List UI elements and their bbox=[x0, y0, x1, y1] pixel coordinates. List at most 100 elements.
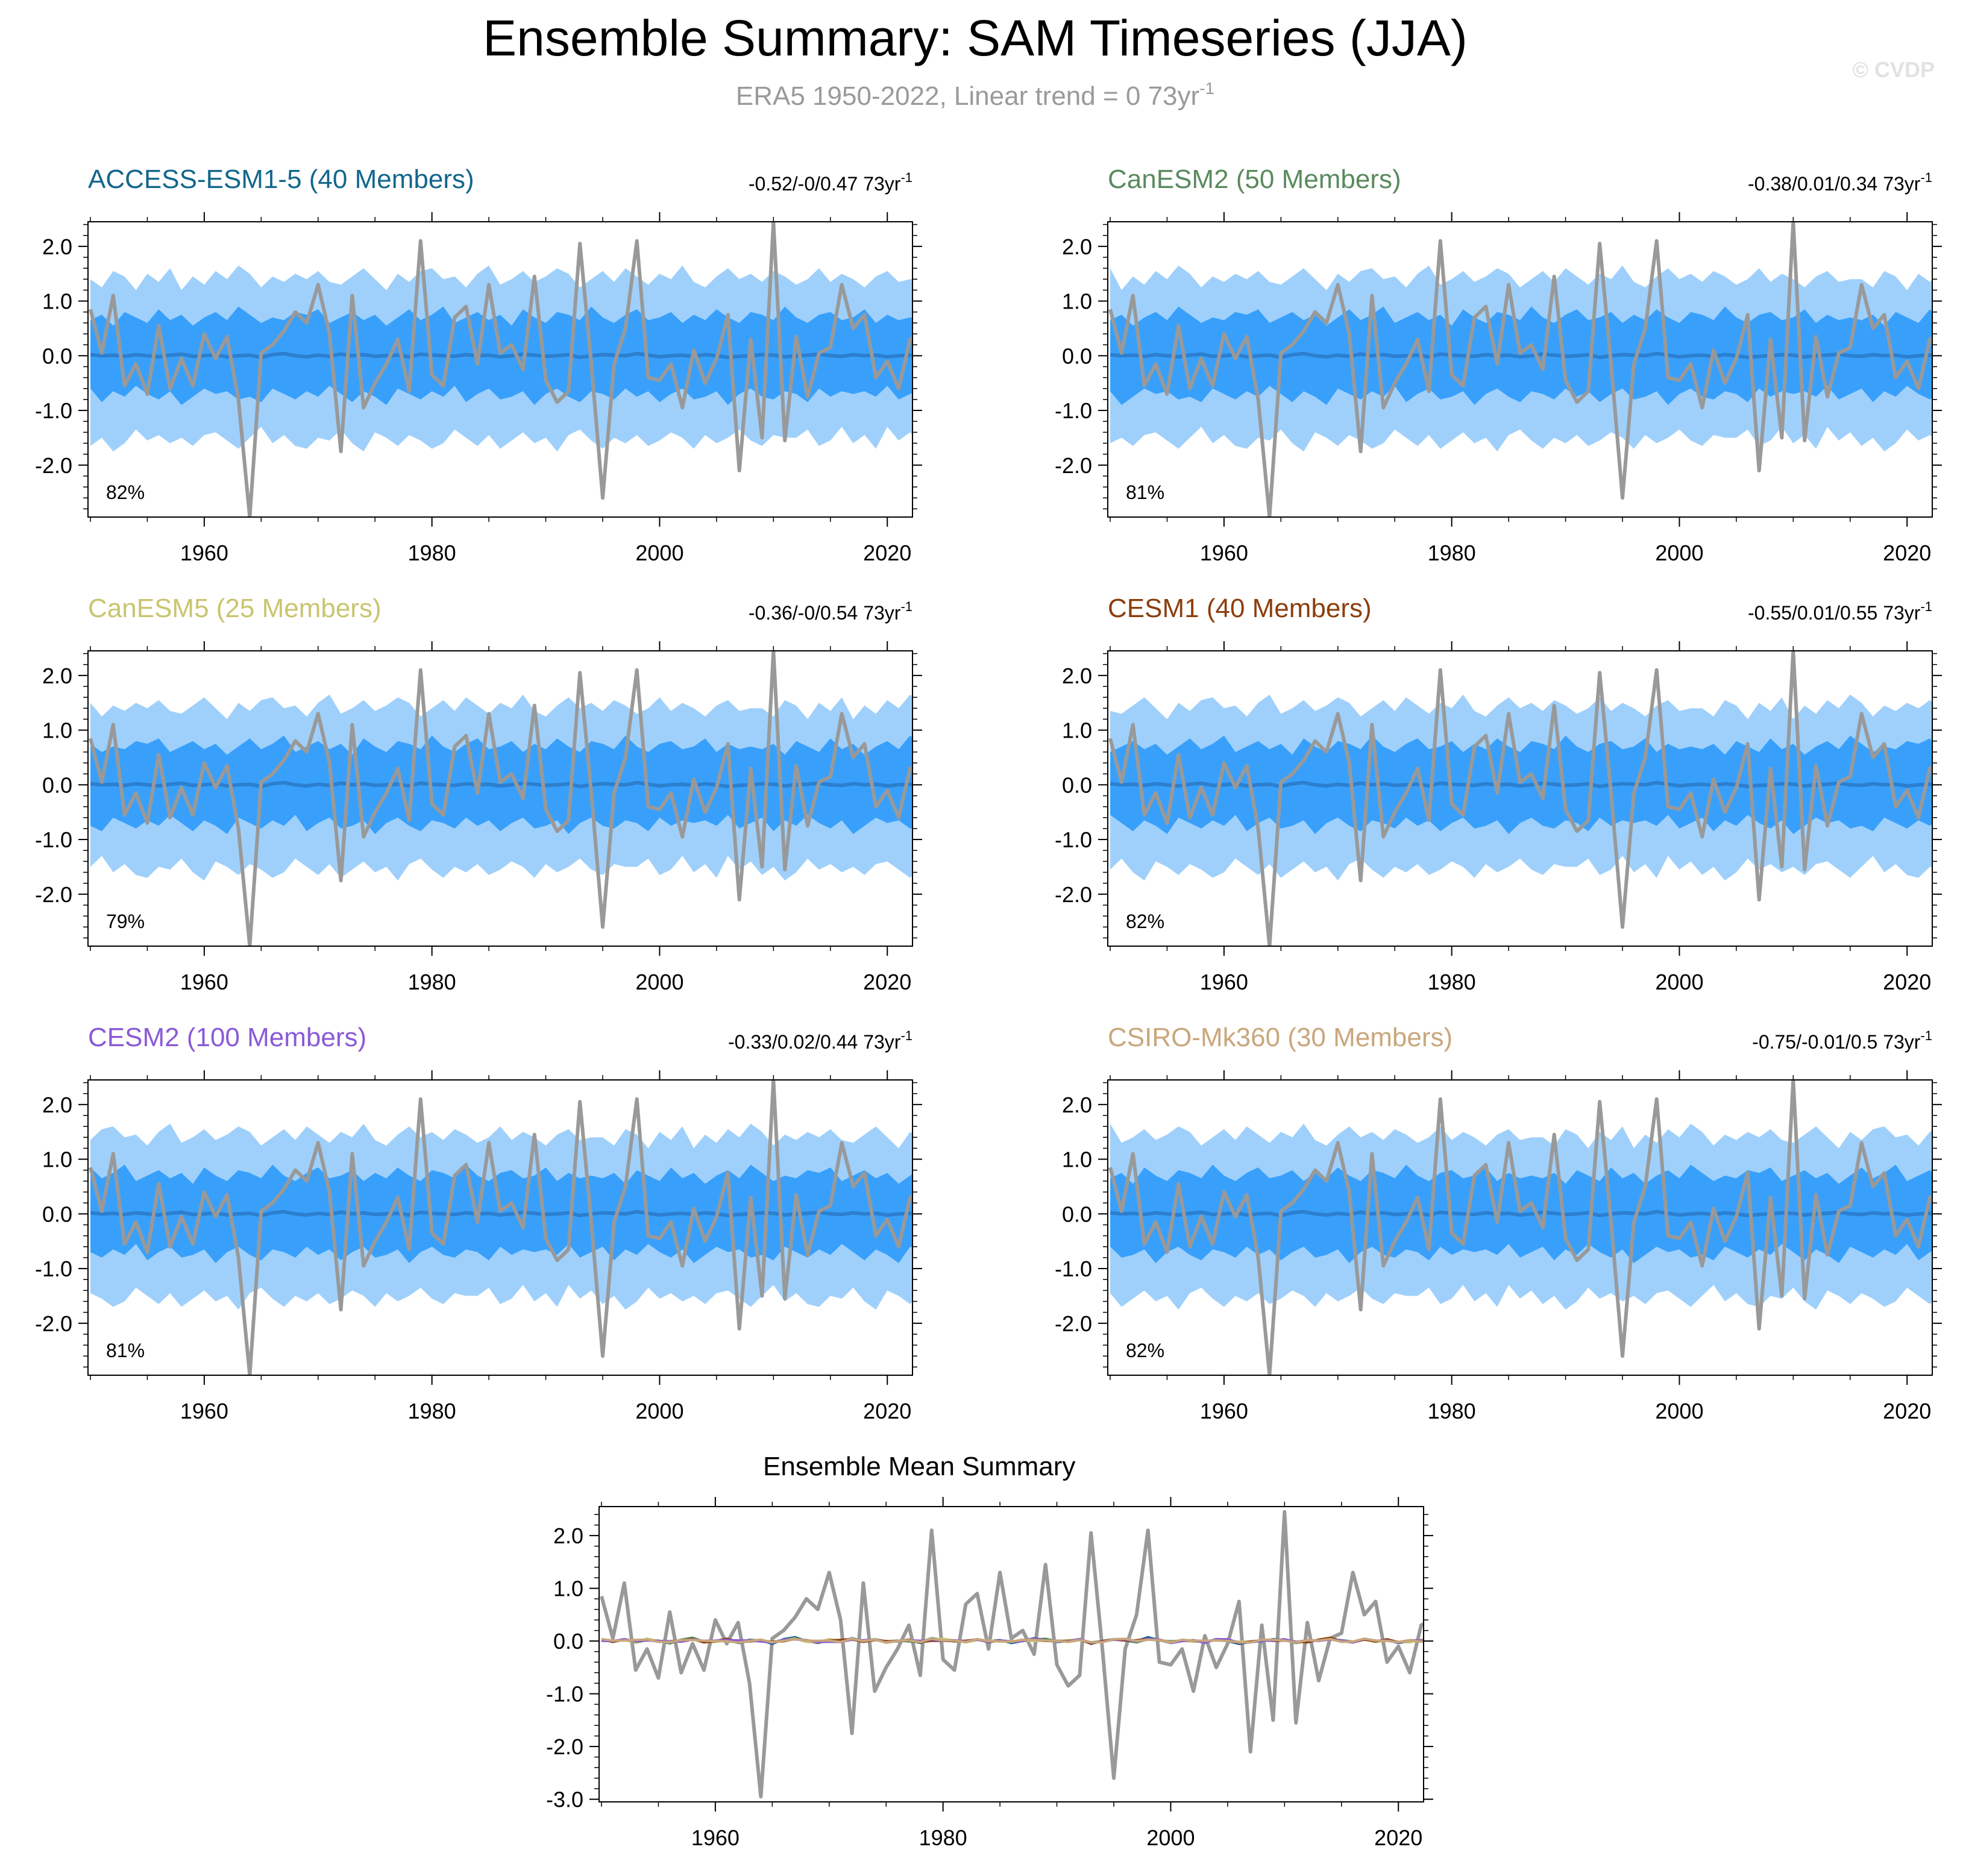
x-tick-label: 1980 bbox=[919, 1825, 967, 1850]
trend-label: -0.36/-0/0.54 73yr-1 bbox=[749, 599, 912, 624]
x-tick-label: 1980 bbox=[408, 970, 456, 994]
y-tick-label: 2.0 bbox=[1062, 664, 1092, 688]
y-tick-label: 0.0 bbox=[553, 1629, 583, 1654]
y-tick-label: 1.0 bbox=[42, 718, 72, 743]
y-tick-label: 0.0 bbox=[1062, 773, 1092, 797]
figure-subtitle: ERA5 1950-2022, Linear trend = 0 73yr-1 bbox=[736, 79, 1214, 111]
trend-label: -0.52/-0/0.47 73yr-1 bbox=[749, 170, 912, 195]
y-tick-label: -2.0 bbox=[1055, 882, 1092, 907]
y-tick-label: 2.0 bbox=[553, 1523, 583, 1548]
y-tick-label: -1.0 bbox=[35, 1256, 72, 1281]
percent-label: 81% bbox=[1126, 482, 1164, 503]
chart-panel-access-esm1-5: 82% ACCESS-ESM1-5 (40 Members) -0.52/-0/0.… bbox=[35, 165, 922, 565]
plot-frame bbox=[1107, 1079, 1933, 1376]
axes: 2.0 1.0 0.0 -1.0 -2.0 1960 1980 2000 2020 bbox=[1055, 641, 1942, 994]
y-tick-label: -1.0 bbox=[1055, 827, 1092, 852]
era5-observation-line bbox=[600, 1510, 1424, 1799]
x-tick-label: 1960 bbox=[1200, 541, 1248, 565]
axes: 2.0 1.0 0.0 -1.0 -2.0 -3.0 1960 1980 2000 2020 bbox=[546, 1497, 1433, 1850]
subtitle-sup: -1 bbox=[1199, 79, 1214, 98]
trend-label: -0.75/-0.01/0.5 73yr-1 bbox=[1752, 1028, 1932, 1053]
y-tick-label: 2.0 bbox=[42, 664, 72, 688]
y-tick-label: 2.0 bbox=[42, 234, 72, 259]
x-tick-label: 2000 bbox=[635, 1399, 683, 1423]
trend-label: -0.33/0.02/0.44 73yr-1 bbox=[728, 1028, 912, 1053]
x-tick-label: 2000 bbox=[635, 541, 683, 565]
x-tick-label: 1960 bbox=[1200, 970, 1248, 994]
trend-text: -0.38/0.01/0.34 73yr bbox=[1748, 173, 1921, 195]
chart-panel-cesm2: 81% CESM2 (100 Members) -0.33/0.02/0.44 73… bbox=[35, 1023, 922, 1423]
percent-label: 82% bbox=[106, 482, 145, 503]
plot-body bbox=[600, 1510, 1424, 1799]
y-tick-label: -1.0 bbox=[35, 398, 72, 423]
trend-label: -0.55/0.01/0.55 73yr-1 bbox=[1748, 599, 1932, 624]
trend-text: -0.36/-0/0.54 73yr bbox=[749, 602, 901, 624]
plot-frame bbox=[598, 1506, 1424, 1802]
y-tick-label: -1.0 bbox=[35, 827, 72, 852]
percent-label: 81% bbox=[106, 1340, 145, 1361]
axes: 2.0 1.0 0.0 -1.0 -2.0 1960 1980 2000 2020 bbox=[35, 212, 922, 565]
y-tick-label: 1.0 bbox=[42, 289, 72, 314]
y-tick-label: 0.0 bbox=[1062, 344, 1092, 368]
x-tick-label: 1960 bbox=[180, 970, 228, 994]
trend-label: -0.38/0.01/0.34 73yr-1 bbox=[1748, 170, 1932, 195]
panel-title: CSIRO-Mk360 (30 Members) bbox=[1108, 1023, 1453, 1052]
x-tick-label: 2020 bbox=[863, 970, 911, 994]
y-tick-label: 1.0 bbox=[1062, 289, 1092, 314]
plot-frame bbox=[87, 221, 913, 518]
x-tick-label: 2000 bbox=[1655, 970, 1703, 994]
plot-body bbox=[1108, 1080, 1932, 1375]
era5-observation-line bbox=[89, 651, 912, 946]
y-tick-label: -1.0 bbox=[1055, 398, 1092, 423]
y-tick-label: 1.0 bbox=[42, 1147, 72, 1172]
chart-panel-canesm5: 79% CanESM5 (25 Members) -0.36/-0/0.54 73y… bbox=[35, 594, 922, 994]
trend-sup: -1 bbox=[1920, 170, 1932, 185]
plot-body bbox=[89, 222, 912, 517]
panel-title: Ensemble Mean Summary bbox=[763, 1452, 1075, 1481]
y-tick-label: 0.0 bbox=[1062, 1202, 1092, 1226]
trend-text: -0.55/0.01/0.55 73yr bbox=[1748, 602, 1921, 624]
era5-observation-line bbox=[89, 222, 912, 517]
plot-frame bbox=[1107, 221, 1933, 518]
chart-panel-ensemble-mean-summary: Ensemble Mean Summary 2.0 1.0 0.0 -1.0 -2.0 -3… bbox=[546, 1452, 1433, 1850]
trend-sup: -1 bbox=[900, 1028, 912, 1043]
x-tick-label: 1960 bbox=[180, 541, 228, 565]
y-tick-label: 1.0 bbox=[553, 1576, 583, 1601]
figure-title: Ensemble Summary: SAM Timeseries (JJA) bbox=[483, 10, 1468, 66]
trend-text: -0.52/-0/0.47 73yr bbox=[749, 173, 901, 195]
x-tick-label: 2000 bbox=[1655, 1399, 1703, 1423]
y-tick-label: -2.0 bbox=[546, 1734, 583, 1759]
percent-label: 79% bbox=[106, 911, 145, 932]
x-tick-label: 2020 bbox=[863, 541, 911, 565]
era5-observation-line bbox=[1108, 651, 1932, 946]
trend-text: -0.75/-0.01/0.5 73yr bbox=[1752, 1031, 1921, 1053]
axes: 2.0 1.0 0.0 -1.0 -2.0 1960 1980 2000 2020 bbox=[1055, 1070, 1942, 1423]
y-tick-label: -2.0 bbox=[35, 1311, 72, 1336]
plot-frame bbox=[87, 650, 913, 947]
percent-label: 82% bbox=[1126, 1340, 1164, 1361]
trend-sup: -1 bbox=[900, 170, 912, 185]
plot-body bbox=[1108, 222, 1932, 517]
plot-body bbox=[1108, 651, 1932, 946]
panel-title: CanESM5 (25 Members) bbox=[88, 594, 382, 623]
subtitle-text: ERA5 1950-2022, Linear trend = 0 73yr bbox=[736, 81, 1199, 111]
era5-observation-line bbox=[1108, 222, 1932, 517]
x-tick-label: 2020 bbox=[1374, 1825, 1422, 1850]
y-tick-label: -1.0 bbox=[546, 1682, 583, 1707]
chart-panel-cesm1: 82% CESM1 (40 Members) -0.55/0.01/0.55 73y… bbox=[1055, 594, 1942, 994]
y-tick-label: 0.0 bbox=[42, 344, 72, 368]
plot-body bbox=[89, 1080, 912, 1375]
x-tick-label: 1980 bbox=[1428, 1399, 1476, 1423]
y-tick-label: -1.0 bbox=[1055, 1256, 1092, 1281]
panels-group: 82% ACCESS-ESM1-5 (40 Members) -0.52/-0/0.… bbox=[35, 165, 1942, 1850]
ensemble-mean-line-csiro-mk360 bbox=[601, 1637, 1424, 1644]
x-tick-label: 2020 bbox=[863, 1399, 911, 1423]
x-tick-label: 1960 bbox=[1200, 1399, 1248, 1423]
x-tick-label: 2020 bbox=[1883, 541, 1931, 565]
x-tick-label: 1980 bbox=[408, 1399, 456, 1423]
y-tick-label: 1.0 bbox=[1062, 718, 1092, 743]
axes: 2.0 1.0 0.0 -1.0 -2.0 1960 1980 2000 2020 bbox=[1055, 212, 1942, 565]
panel-title: CESM1 (40 Members) bbox=[1108, 594, 1372, 623]
